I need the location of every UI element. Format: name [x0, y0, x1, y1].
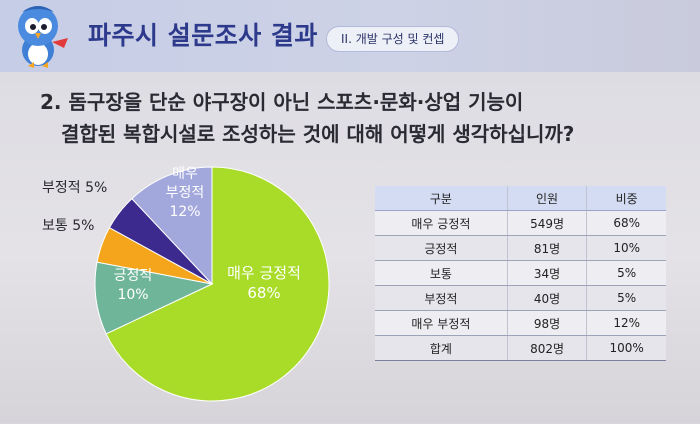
- pie-slice-label: 긍정적: [114, 268, 153, 284]
- results-table: 구분 인원 비중 매우 긍정적 549명 68% 긍정적 81명 10% 보통 …: [375, 186, 666, 361]
- table-cell: 100%: [586, 335, 666, 361]
- pie-slice-label: 매우: [172, 166, 198, 182]
- table-cell: 5%: [586, 285, 666, 311]
- table-cell: 81명: [506, 235, 587, 261]
- question-line-1: 2. 돔구장을 단순 야구장이 아닌 스포츠·문화·상업 기능이: [40, 90, 524, 114]
- pie-percent-label: 10%: [117, 287, 148, 303]
- table-cell: 98명: [506, 310, 587, 336]
- table-cell: 68%: [586, 210, 666, 236]
- page-title: 파주시 설문조사 결과: [88, 21, 318, 50]
- pie-slice: [131, 166, 213, 286]
- table-row: 보통 34명 5%: [375, 260, 666, 286]
- table-cell: 부정적: [375, 285, 508, 311]
- table-header-cell: 인원: [506, 186, 587, 211]
- mascot-bird-icon: [18, 6, 68, 68]
- pie-slice-label: 보통 5%: [42, 218, 94, 234]
- pie-percent-label: 12%: [169, 204, 200, 220]
- question-line-2: 결합된 복합시설로 조성하는 것에 대해 어떻게 생각하십니까?: [61, 122, 575, 146]
- table-cell: 549명: [506, 210, 587, 236]
- table-row: 매우 긍정적 549명 68%: [375, 210, 666, 236]
- table-row: 매우 부정적 98명 12%: [375, 310, 666, 336]
- survey-question: 2. 돔구장을 단순 야구장이 아닌 스포츠·문화·상업 기능이 결합된 복합시…: [40, 86, 680, 150]
- table-cell: 5%: [586, 260, 666, 286]
- table-total-row: 합계 802명 100%: [375, 335, 666, 361]
- section-tag: II. 개발 구성 및 컨셉: [326, 26, 460, 52]
- table-cell: 40명: [506, 285, 587, 311]
- table-cell: 긍정적: [375, 235, 508, 261]
- table-cell: 802명: [506, 335, 587, 361]
- table-cell: 합계: [375, 335, 508, 361]
- pie-percent-label: 68%: [247, 284, 280, 302]
- table-row: 부정적 40명 5%: [375, 285, 666, 311]
- slide-header: 파주시 설문조사 결과 II. 개발 구성 및 컨셉: [0, 0, 700, 72]
- table-cell: 34명: [506, 260, 587, 286]
- table-header-cell: 구분: [375, 186, 508, 211]
- table-cell: 매우 긍정적: [375, 210, 508, 236]
- table-cell: 12%: [586, 310, 666, 336]
- pie-slice: [105, 166, 330, 402]
- table-cell: 10%: [586, 235, 666, 261]
- pie-slice: [94, 261, 214, 335]
- pie-slice-label: 매우 긍정적: [227, 264, 301, 282]
- pie-slice-label: 부정적 5%: [42, 180, 107, 196]
- table-header-cell: 비중: [586, 186, 666, 211]
- table-cell: 보통: [375, 260, 508, 286]
- pie-slice-label: 부정적: [166, 185, 205, 201]
- table-cell: 매우 부정적: [375, 310, 508, 336]
- table-row: 긍정적 81명 10%: [375, 235, 666, 261]
- table-header-row: 구분 인원 비중: [375, 186, 666, 211]
